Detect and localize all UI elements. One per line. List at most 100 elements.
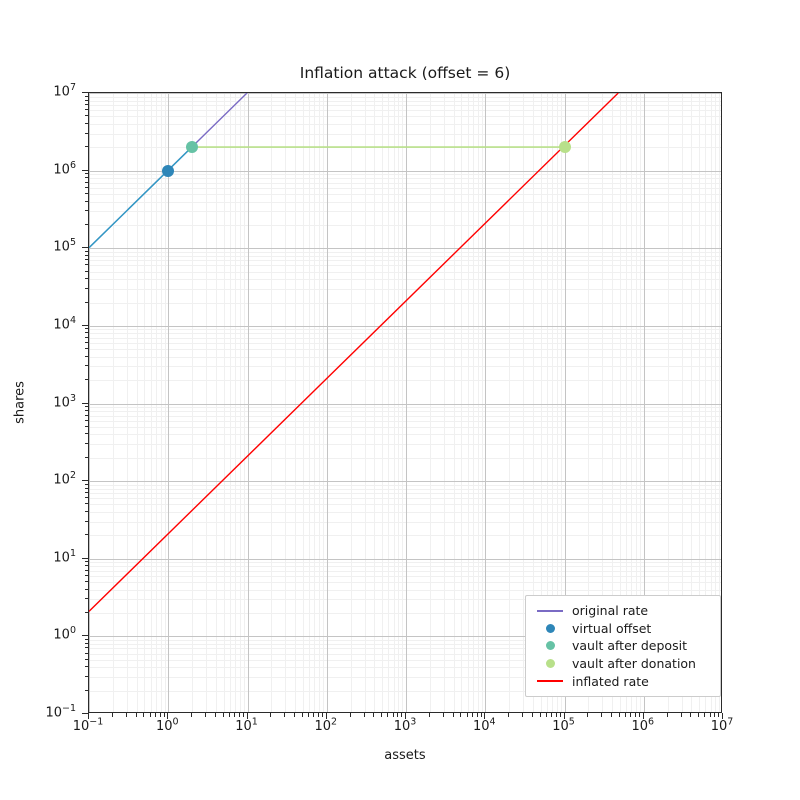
y-tick-mark-minor (84, 483, 88, 485)
legend-item[interactable]: inflated rate (532, 672, 712, 690)
x-tick-mark-minor (718, 713, 720, 717)
grid-line-minor-y (89, 613, 721, 614)
x-tick-mark-minor (373, 713, 375, 717)
x-tick-label: 107 (710, 716, 734, 734)
grid-line-minor-x (461, 93, 463, 712)
x-tick-mark-minor (238, 713, 240, 717)
y-tick-mark-minor (84, 115, 88, 117)
plot-area (88, 92, 722, 713)
legend-key-line (532, 680, 568, 683)
y-tick-mark (82, 92, 88, 93)
y-tick-label: 103 (53, 392, 76, 410)
y-tick-mark-minor (84, 348, 88, 350)
y-tick-mark-minor (84, 689, 88, 691)
grid-line-minor-x (364, 93, 366, 712)
x-tick-mark-minor (508, 713, 510, 717)
grid-line-minor-y (89, 599, 721, 601)
grid-line-minor-y (89, 337, 721, 339)
grid-line-minor-y (89, 521, 721, 523)
grid-line-minor-y (89, 182, 721, 184)
grid-line-minor-y (89, 211, 721, 213)
x-tick-mark-minor (143, 713, 145, 717)
y-tick-mark (82, 402, 88, 404)
grid-line-major-y (89, 481, 721, 483)
legend-item[interactable]: virtual offset (532, 620, 712, 638)
y-tick-label: 106 (53, 159, 76, 178)
y-tick-mark-minor (84, 132, 88, 134)
y-tick-mark-minor (84, 410, 88, 412)
x-tick-mark-minor (625, 713, 627, 717)
y-tick-mark-minor (84, 565, 88, 567)
y-tick-mark-minor (84, 534, 88, 536)
x-tick-mark (642, 713, 644, 719)
x-tick-mark-minor (551, 713, 553, 717)
y-tick-mark-minor (84, 612, 88, 613)
grid-line-minor-y (89, 653, 721, 655)
y-tick-mark-minor (84, 647, 88, 649)
grid-line-major-x (564, 93, 566, 712)
x-tick-mark-minor (630, 713, 632, 717)
y-tick-mark-minor (84, 365, 88, 367)
legend-key-line (532, 609, 568, 612)
grid-line-minor-y (89, 255, 721, 257)
grid-line-minor-y (89, 643, 721, 645)
x-tick-mark (484, 713, 486, 719)
x-tick-mark (563, 713, 565, 719)
grid-line-major-x (168, 93, 170, 712)
y-tick-mark (82, 557, 88, 559)
grid-line-minor-x (691, 93, 693, 712)
y-tick-mark-minor (84, 186, 88, 188)
y-tick-mark-minor (84, 109, 88, 111)
grid-line-minor-y (89, 498, 721, 500)
y-tick-mark-minor (84, 497, 88, 499)
x-tick-label: 101 (235, 716, 258, 734)
y-tick-mark-minor (84, 259, 88, 261)
x-tick-label: 10−1 (72, 716, 104, 734)
x-tick-mark-minor (222, 713, 224, 717)
y-tick-mark-minor (84, 270, 88, 272)
y-tick-mark (82, 169, 88, 171)
x-tick-mark-minor (428, 713, 430, 717)
grid-line-minor-x (699, 93, 701, 712)
y-tick-mark (82, 480, 88, 482)
grid-line-minor-y (89, 271, 721, 273)
y-tick-mark-minor (84, 177, 88, 179)
grid-line-major-x (326, 93, 328, 712)
y-tick-mark-minor (84, 492, 88, 494)
x-tick-mark-minor (149, 713, 151, 717)
grid-line-minor-y (89, 566, 721, 568)
grid-line-minor-x (532, 93, 534, 712)
grid-line-minor-x (509, 93, 511, 712)
x-tick-mark-minor (349, 713, 351, 717)
chart-legend[interactable]: original rate virtual offset vault after d… (525, 595, 721, 697)
x-tick-mark-minor (363, 713, 365, 717)
grid-line-minor-y (89, 457, 721, 459)
grid-line-minor-x (192, 93, 194, 712)
grid-line-minor-x (302, 93, 304, 712)
grid-line-minor-y (89, 251, 721, 253)
legend-item[interactable]: vault after deposit (532, 637, 712, 655)
grid-line-major-x (406, 93, 407, 712)
y-tick-mark-minor (84, 200, 88, 202)
y-tick-label: 100 (53, 625, 76, 643)
grid-line-minor-x (523, 93, 525, 712)
y-tick-mark-minor (84, 122, 88, 124)
x-tick-mark-minor (539, 713, 541, 717)
x-tick-mark-minor (234, 713, 236, 717)
y-tick-mark-minor (84, 181, 88, 183)
grid-line-minor-x (560, 93, 562, 712)
grid-line-minor-y (89, 575, 721, 577)
x-tick-mark-minor (559, 713, 561, 717)
data-point-marker (186, 141, 199, 154)
grid-line-minor-y (89, 187, 721, 189)
grid-line-minor-x (667, 93, 669, 712)
y-tick-mark-minor (84, 642, 88, 644)
legend-item[interactable]: original rate (532, 602, 712, 620)
grid-line-minor-y (89, 493, 721, 495)
legend-item[interactable]: vault after donation (532, 655, 712, 673)
grid-line-minor-y (89, 659, 721, 661)
x-tick-mark-minor (480, 713, 482, 717)
grid-line-minor-y (89, 582, 721, 584)
y-tick-mark-minor (84, 598, 88, 600)
y-tick-mark-minor (84, 638, 88, 640)
